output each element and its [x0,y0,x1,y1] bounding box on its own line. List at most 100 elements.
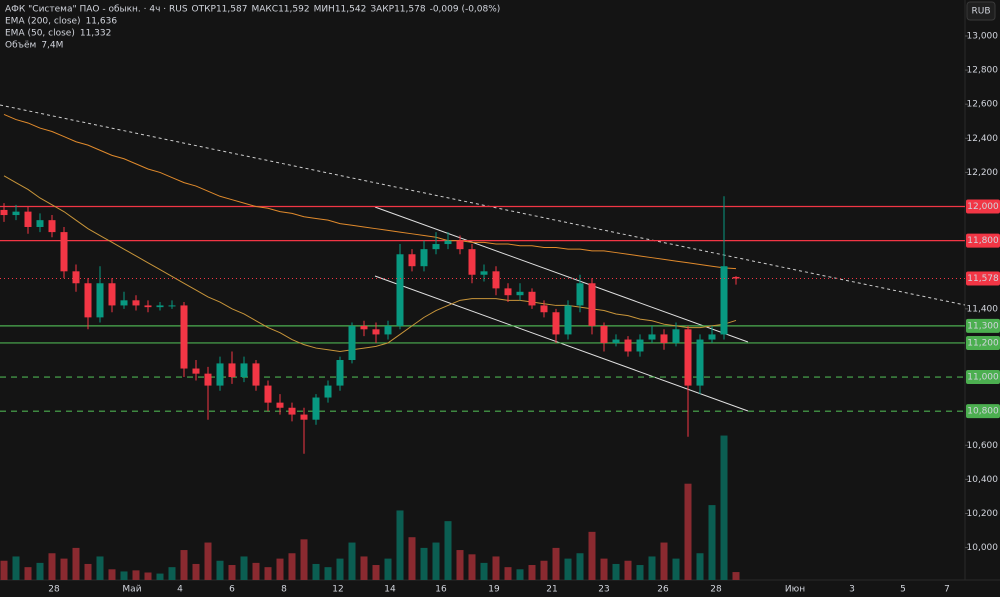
candle-body [480,271,488,275]
currency-button[interactable] [966,1,996,21]
x-tick-label: 3 [849,585,855,595]
candle-body [636,339,644,352]
candle-body [216,363,224,386]
volume-bar [636,565,644,580]
volume-bar [24,567,32,580]
volume-bar [192,563,200,580]
volume-bar [288,553,296,580]
volume-bar [300,539,308,580]
y-tick-label: 10,400 [967,475,999,485]
level-label: 11,200 [967,338,999,348]
candle-body [0,209,8,216]
candle-body [84,283,92,318]
volume-bar [468,554,476,580]
level-label: 11,300 [967,321,999,331]
level-box [966,335,1000,350]
volume-bar [348,542,356,580]
candle-body [576,283,584,306]
volume-bar [408,537,416,580]
candle-body [552,312,560,335]
candle-body [720,266,728,335]
volume-bar [48,553,56,580]
volume-bar [264,567,272,580]
candle-body [648,334,656,340]
volume-bar [528,565,536,580]
candle-body [360,325,368,330]
candle-body [288,407,296,415]
level-box [966,318,1000,333]
candle-body [732,276,740,279]
x-tick-label: 19 [488,585,500,595]
volume-bar [696,553,704,580]
candle-body [12,211,20,216]
volume-bar [360,556,368,580]
ohlc-label: МИН [314,5,335,15]
x-tick-label: 16 [435,585,447,595]
currency[interactable]: RUB [971,7,990,17]
candle-body [516,291,524,296]
x-tick-label: 28 [710,585,722,595]
ohlc-value: 11,587 [216,5,248,15]
volume-bar [276,558,284,580]
candle-body [204,373,212,386]
volume-bar [96,556,104,580]
candle-body [372,329,380,335]
candle-body [312,397,320,420]
candle-body [624,339,632,352]
ema-line [3,175,737,352]
candle-body [324,385,332,398]
candle-body [168,305,176,307]
volume-bar [624,560,632,580]
indicator-name: EMA (200, close) [5,17,81,27]
y-tick-label: 12,400 [967,134,999,144]
candle-body [420,249,428,267]
change: -0,009 (-0,08%) [430,5,501,15]
volume-bar [72,547,80,580]
volume-bar [684,483,692,580]
x-tick-label: Май [122,585,141,595]
candle-body [540,305,548,313]
x-tick-label: 21 [546,585,557,595]
volume-bar [648,556,656,580]
volume-bar [552,547,560,580]
volume-bar [660,542,668,580]
volume-bar [492,556,500,580]
candle-body [120,300,128,306]
volume-bar [732,572,740,580]
candle-body [660,334,668,343]
volume-bar [252,562,260,580]
channel-top [374,206,749,343]
x-tick-label: 28 [48,585,60,595]
x-tick-label: 5 [900,585,906,595]
candle-body [444,240,452,245]
volume-bar [60,558,68,580]
volume-bar [384,558,392,580]
volume-bar [168,567,176,580]
candle-body [156,305,164,308]
x-tick-label: 8 [281,585,287,595]
y-tick-label: 12,800 [967,66,999,76]
trend-line [0,104,966,306]
volume-bar [504,567,512,580]
indicator-name: EMA (50, close) [5,29,75,39]
level-box [966,233,1000,248]
level-box [966,404,1000,419]
x-tick-label: 14 [384,585,396,595]
candle-body [144,305,152,308]
candle-body [588,283,596,326]
x-tick-label: 6 [229,585,235,595]
ohlc-label: ОТКР [192,5,217,15]
candle-body [276,402,284,408]
last-price-box [966,271,1000,286]
candle-body [48,220,56,233]
candle-body [348,325,356,361]
volume-bar [516,569,524,580]
candle-body [564,305,572,335]
level-label: 10,800 [967,407,999,417]
candle-body [264,385,272,403]
volume-bar [324,567,332,580]
ohlc-label: ЗАКР [370,5,394,15]
volume-bar [204,542,212,580]
